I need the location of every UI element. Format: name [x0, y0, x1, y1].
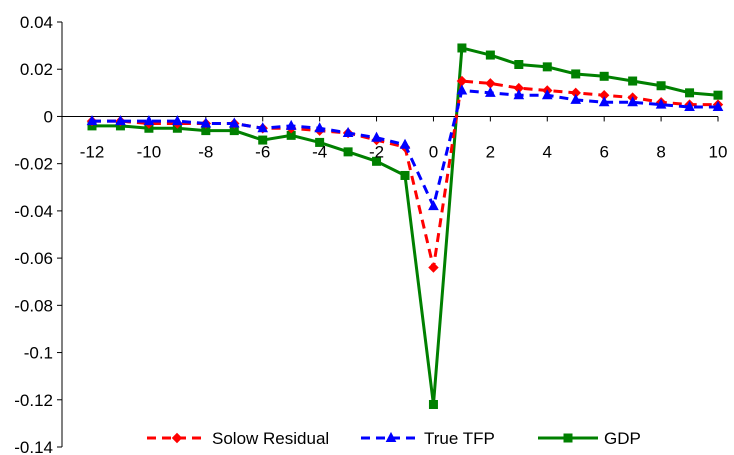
data-point-true-tfp: [86, 115, 98, 126]
data-point-true-tfp: [200, 117, 212, 128]
y-tick-label: -0.12: [14, 391, 53, 410]
legend-swatch-marker: [385, 431, 397, 442]
y-tick-label: -0.04: [14, 202, 53, 221]
data-point-gdp: [258, 135, 268, 145]
data-point-gdp: [599, 71, 609, 81]
legend-swatch-marker: [563, 433, 573, 443]
y-tick-label: -0.02: [14, 155, 53, 174]
x-tick-label: 2: [486, 142, 495, 161]
x-tick-label: -2: [369, 142, 384, 161]
data-point-true-tfp: [399, 138, 411, 149]
data-point-true-tfp: [712, 100, 724, 111]
x-tick-label: -4: [312, 142, 327, 161]
legend: Solow Residual True TFP GDP: [147, 429, 641, 448]
y-tick-label: 0.02: [20, 60, 53, 79]
data-point-gdp: [514, 60, 524, 69]
data-point-true-tfp: [456, 84, 468, 95]
y-axis-tick-labels: 0.04 0.02 0 -0.02 -0.04 -0.06 -0.08 -0.1 -0.12 -0…: [14, 13, 53, 455]
data-point-gdp: [428, 400, 438, 409]
x-tick-label: 0: [429, 142, 438, 161]
data-point-gdp: [315, 137, 325, 147]
y-axis: [57, 21, 63, 448]
data-point-gdp: [372, 156, 382, 166]
y-tick-label: -0.06: [14, 249, 53, 268]
data-point-true-tfp: [655, 98, 667, 109]
data-point-true-tfp: [371, 131, 382, 142]
x-tick-label: 10: [709, 142, 728, 161]
data-point-true-tfp: [257, 122, 269, 133]
y-tick-label: 0.04: [20, 13, 53, 32]
data-point-gdp: [400, 170, 410, 180]
data-point-gdp: [656, 81, 666, 91]
data-point-gdp: [685, 88, 695, 98]
y-tick-label: -0.1: [24, 344, 53, 363]
legend-item-solow-residual: Solow Residual: [147, 429, 329, 448]
data-point-true-tfp: [513, 89, 525, 100]
x-tick-label: -8: [198, 142, 213, 161]
data-point-true-tfp: [285, 119, 297, 130]
data-point-gdp: [343, 147, 353, 157]
legend-item-gdp: GDP: [538, 429, 641, 448]
legend-label: GDP: [604, 429, 641, 448]
data-point-true-tfp: [684, 100, 695, 111]
data-point-gdp: [485, 50, 495, 60]
legend-swatch-marker: [171, 432, 183, 444]
x-axis-tick-labels: -12 -10 -8 -6 -4 -2 0 2 4 6 8 10: [80, 142, 728, 161]
y-tick-label: -0.08: [14, 296, 53, 315]
data-point-true-tfp: [143, 115, 155, 126]
data-point-solow-residual: [428, 262, 439, 273]
data-point-true-tfp: [228, 117, 240, 128]
y-tick-label: 0: [44, 107, 53, 126]
x-tick-label: -10: [137, 142, 162, 161]
data-point-true-tfp: [314, 122, 325, 133]
data-point-gdp: [571, 69, 581, 79]
y-tick-label: -0.14: [14, 438, 53, 455]
x-tick-label: 8: [656, 142, 665, 161]
data-point-gdp: [713, 90, 723, 100]
data-point-true-tfp: [485, 86, 496, 97]
data-point-true-tfp: [627, 96, 638, 107]
data-point-true-tfp: [342, 126, 354, 137]
legend-label: True TFP: [424, 429, 495, 448]
series-layer: [86, 43, 724, 409]
data-point-true-tfp: [428, 200, 439, 211]
data-point-true-tfp: [570, 93, 582, 104]
series-true-tfp: [86, 84, 724, 211]
data-point-gdp: [628, 76, 638, 86]
legend-item-true-tfp: True TFP: [361, 429, 495, 448]
x-tick-label: 6: [599, 142, 608, 161]
data-point-gdp: [457, 43, 467, 53]
x-tick-label: 4: [543, 142, 552, 161]
x-tick-label: -12: [80, 142, 105, 161]
data-point-true-tfp: [598, 96, 610, 107]
x-tick-label: -6: [255, 142, 270, 161]
data-point-solow-residual: [485, 78, 496, 89]
data-point-true-tfp: [541, 89, 553, 100]
series-gdp: [87, 43, 723, 409]
data-point-gdp: [542, 62, 552, 72]
data-point-true-tfp: [115, 115, 126, 126]
legend-label: Solow Residual: [212, 429, 329, 448]
data-point-true-tfp: [172, 115, 183, 126]
